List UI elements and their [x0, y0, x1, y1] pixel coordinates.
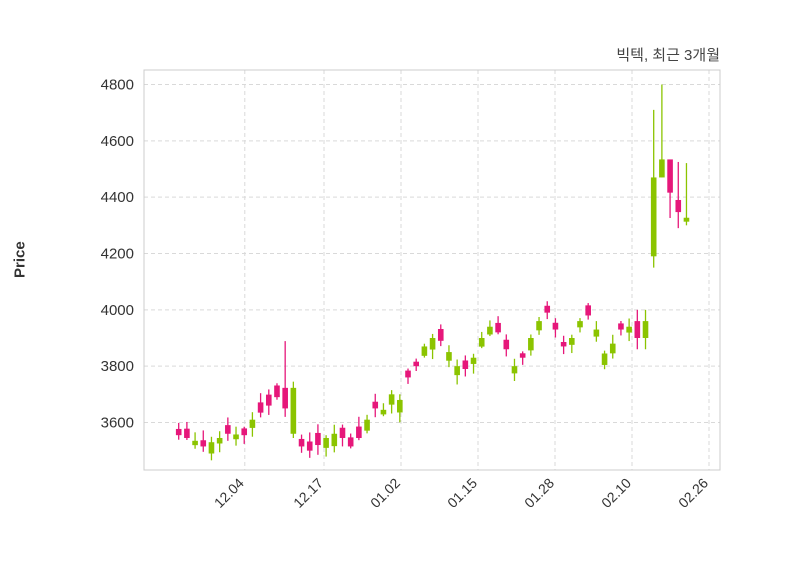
svg-text:4800: 4800 — [101, 77, 134, 94]
svg-text:4400: 4400 — [101, 189, 134, 206]
svg-text:4000: 4000 — [101, 302, 134, 319]
svg-text:4600: 4600 — [101, 133, 134, 150]
svg-text:3800: 3800 — [101, 358, 134, 375]
svg-text:3600: 3600 — [101, 415, 134, 432]
svg-text:4200: 4200 — [101, 246, 134, 263]
